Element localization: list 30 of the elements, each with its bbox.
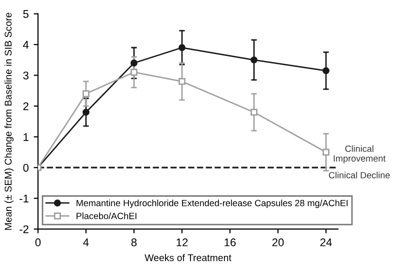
point (178, 78, 186, 85)
y-tick-label: 2 (23, 102, 28, 110)
annotation: Clinical Decline (328, 172, 390, 178)
x-tick-label: 16 (224, 238, 236, 246)
x-tick-label: 8 (131, 238, 137, 246)
x-tick-label: 0 (35, 238, 41, 246)
point (322, 148, 330, 156)
point (130, 60, 138, 66)
annotation: Clinical Improvement (334, 145, 386, 164)
y-tick-label: 3 (23, 72, 28, 80)
y-tick-label: 1 (24, 133, 28, 141)
x-axis-title: Weeks of Treatment (144, 254, 232, 262)
y-tick-label: -2 (20, 225, 28, 234)
legend-label: Placebo/AChEI (76, 212, 136, 220)
x-tick-label: 24 (320, 238, 332, 246)
point (250, 108, 258, 116)
point (322, 67, 330, 74)
y-tick-label: -1 (20, 194, 28, 202)
x-tick-label: 20 (272, 238, 284, 246)
legend-label: Memantine Hydrochloride Extended-release Capsules 28 mg/AChEI (76, 200, 348, 208)
y-tick-label: 0 (23, 164, 29, 172)
point (82, 108, 90, 116)
point (130, 68, 138, 76)
x-tick-label: 4 (83, 238, 89, 246)
point (178, 44, 186, 52)
y-tick-label: 4 (23, 40, 29, 49)
y-axis-title: Mean (± SEM) Change from Baseline in SIB Score (4, 12, 14, 230)
y-tick-label: 5 (23, 10, 29, 18)
x-tick-label: 12 (176, 238, 188, 246)
point (250, 56, 258, 64)
